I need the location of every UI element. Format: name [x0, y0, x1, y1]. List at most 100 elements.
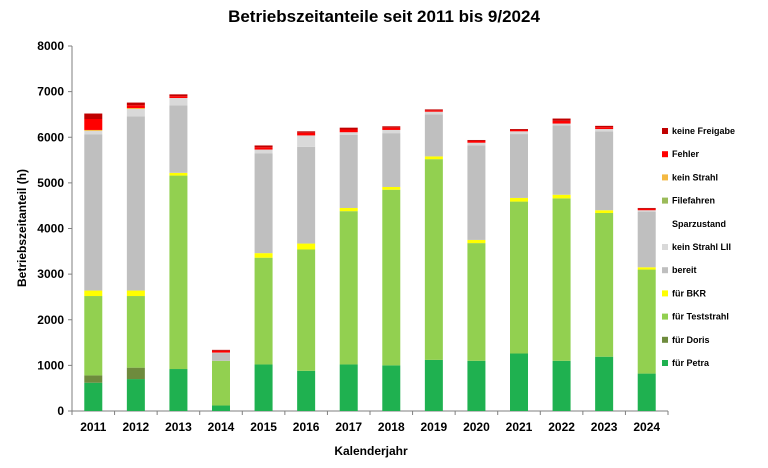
bar-segment	[169, 94, 188, 97]
bar-segment	[169, 96, 188, 99]
bar-segment	[212, 360, 230, 406]
x-tick-label: 2012	[123, 420, 150, 434]
bar-segment	[467, 142, 486, 146]
bar-segment	[467, 243, 486, 361]
bar-segment	[382, 186, 401, 190]
bar-segment	[595, 131, 614, 211]
bar-segment	[84, 382, 103, 411]
x-tick-label: 2022	[548, 420, 575, 434]
bar-segment	[552, 198, 571, 361]
bar-segment	[84, 296, 103, 376]
bar-segment	[424, 110, 443, 112]
bar-segment	[212, 349, 230, 351]
legend-label: Sparzustand	[672, 219, 726, 229]
bar-segment	[510, 201, 528, 354]
legend-swatch	[662, 360, 668, 366]
x-tick-label: 2015	[250, 420, 277, 434]
y-tick-label: 8000	[37, 39, 64, 53]
bar-segment	[595, 127, 614, 130]
legend-swatch	[662, 244, 668, 250]
bar-segment	[126, 105, 145, 109]
bar-segment	[84, 129, 103, 131]
legend-label: für Petra	[672, 358, 710, 368]
bar-segment	[467, 145, 486, 240]
legend-label: für Teststrahl	[672, 312, 729, 322]
bar-segment	[510, 129, 528, 130]
bar-segment	[212, 405, 230, 411]
legend-label: für Doris	[672, 335, 710, 345]
bar-segment	[254, 153, 273, 254]
bar-segment	[212, 352, 230, 354]
bar-segment	[382, 133, 401, 187]
y-tick-label: 3000	[37, 267, 64, 281]
x-tick-label: 2016	[293, 420, 320, 434]
x-tick-label: 2020	[463, 420, 490, 434]
legend-swatch	[662, 336, 668, 343]
bar-segment	[339, 134, 358, 208]
y-tick-label: 1000	[37, 358, 64, 372]
bar-segment	[637, 210, 656, 212]
bar-segment	[552, 360, 571, 411]
bar-segment	[339, 132, 358, 135]
bar-segment	[424, 156, 443, 160]
chart-title: Betriebszeitanteile seit 2011 bis 9/2024	[228, 7, 540, 26]
bar-segment	[467, 139, 486, 141]
y-tick-label: 7000	[37, 85, 64, 99]
bar-segment	[339, 129, 358, 133]
bar-segment	[595, 212, 614, 357]
bar-segment	[126, 296, 145, 368]
bar-segment	[552, 120, 571, 124]
y-tick-label: 0	[57, 404, 64, 418]
bar-segment	[424, 114, 443, 157]
bar-segment	[126, 379, 145, 411]
legend-label: kein Strahl	[672, 172, 718, 182]
bar-segment	[510, 129, 528, 132]
bar-segment	[382, 129, 401, 134]
bar-segment	[552, 194, 571, 199]
bar-segment	[254, 149, 273, 154]
bar-segment	[169, 98, 188, 106]
bar-segment	[297, 243, 316, 250]
bar-segment	[510, 197, 528, 202]
bar-segment	[297, 370, 316, 411]
bar-segment	[339, 211, 358, 365]
bar-segment	[126, 108, 145, 117]
bar-segment	[552, 118, 571, 121]
legend-label: Fehler	[672, 149, 700, 159]
bar-segment	[169, 175, 188, 370]
bar-segment	[382, 189, 401, 366]
bar-segment	[467, 239, 486, 244]
legend-swatch	[662, 151, 668, 158]
bar-segment	[254, 364, 273, 411]
bar-segment	[637, 211, 656, 268]
bar-segment	[467, 360, 486, 411]
x-tick-label: 2014	[208, 420, 235, 434]
bar-segment	[339, 207, 358, 212]
y-tick-label: 6000	[37, 130, 64, 144]
bar-segment	[595, 129, 614, 132]
bar-segment	[84, 290, 103, 297]
x-tick-label: 2017	[335, 420, 362, 434]
x-tick-label: 2023	[591, 420, 618, 434]
plot-area: 0 1000 2000 3000 4000 5000 6000 7000 8000 2011 201…	[37, 39, 669, 434]
bar-segment	[510, 353, 528, 411]
bar-segment	[84, 130, 103, 135]
bar-segment	[637, 269, 656, 374]
bar-segment	[254, 147, 273, 150]
bar-segment	[84, 134, 103, 291]
legend-swatch	[662, 197, 668, 204]
x-tick-label: 2011	[80, 420, 106, 434]
bar-segment	[552, 123, 571, 126]
bar-segment	[382, 365, 401, 411]
bar-segment	[84, 113, 103, 119]
x-tick-label: 2013	[165, 420, 192, 434]
x-tick-label: 2019	[421, 420, 448, 434]
bar-segment	[637, 207, 656, 209]
bar-segment	[126, 116, 145, 291]
x-axis-label: Kalenderjahr	[334, 444, 408, 458]
y-tick-label: 2000	[37, 313, 64, 327]
legend-swatch	[662, 267, 668, 274]
legend-swatch	[662, 290, 668, 297]
